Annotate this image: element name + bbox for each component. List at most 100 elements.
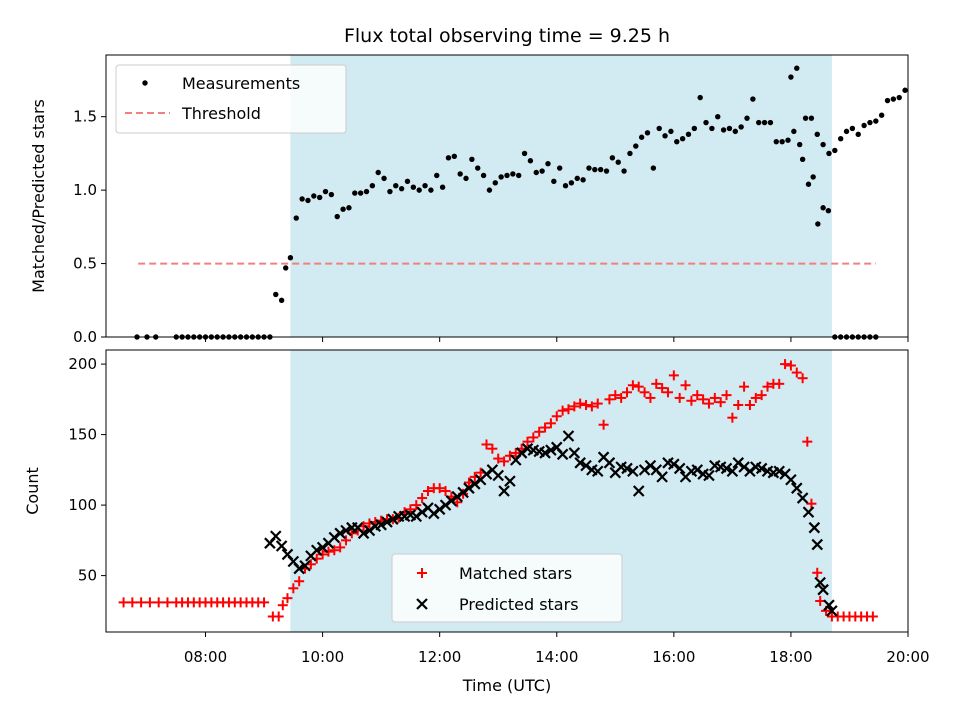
measurement-point — [398, 185, 405, 192]
measurement-point — [761, 119, 768, 126]
matched-star-point — [785, 360, 796, 371]
matched-star-point — [341, 535, 352, 546]
predicted-star-point — [316, 541, 329, 554]
matched-star-point — [662, 387, 673, 398]
bottom-x-ticks: 08:00 10:00 12:00 14:00 16:00 18:00 20:00 — [184, 632, 930, 666]
measurement-point — [843, 128, 850, 135]
matched-star-point — [569, 401, 580, 412]
measurement-point — [674, 138, 680, 145]
x-axis-label: Time (UTC) — [462, 676, 551, 695]
matched-star-point — [405, 504, 416, 515]
predicted-star-point — [826, 605, 838, 617]
predicted-star-point — [375, 519, 387, 531]
matched-star-point — [510, 447, 521, 458]
predicted-star-point — [299, 559, 311, 572]
matched-star-point — [118, 597, 129, 608]
matched-star-point — [434, 483, 445, 494]
predicted-star-point — [433, 503, 446, 516]
measurement-point — [352, 190, 358, 196]
y-tick-label: 100 — [68, 496, 97, 514]
measurement-point — [849, 125, 856, 132]
matched-star-point — [762, 381, 773, 392]
measurement-point — [720, 127, 727, 133]
measurement-point — [504, 172, 510, 179]
matched-star-point — [417, 493, 428, 504]
measurement-point — [808, 115, 815, 121]
y-tick-label: 0.0 — [73, 328, 97, 346]
predicted-star-point — [790, 482, 803, 494]
top-legend-box — [115, 64, 347, 134]
measurement-point — [773, 138, 779, 145]
matched-star-point — [136, 597, 147, 608]
measurement-point — [410, 184, 417, 190]
measurement-point — [416, 187, 422, 193]
bottom-legend-box — [391, 553, 623, 623]
matched-star-point — [616, 392, 627, 403]
matched-star-point — [780, 359, 791, 370]
measurement-point — [439, 184, 446, 190]
matched-star-point — [703, 398, 714, 409]
matched-star-point — [698, 394, 709, 405]
measurement-point — [545, 160, 551, 167]
measurement-point — [316, 194, 323, 201]
predicted-star-point — [515, 447, 528, 459]
measurement-point — [890, 96, 897, 102]
matched-star-point — [411, 500, 422, 511]
measurement-point — [820, 141, 826, 148]
measurement-point — [273, 291, 279, 298]
matched-star-point — [802, 436, 813, 447]
matched-star-point — [733, 399, 744, 410]
y-tick-label: 200 — [68, 355, 97, 373]
measurement-point — [621, 168, 627, 174]
x-tick-label: 16:00 — [652, 648, 695, 666]
predicted-star-point — [726, 465, 739, 478]
matched-star-point — [774, 378, 785, 389]
measurement-point — [597, 166, 604, 173]
predicted-legend-x — [416, 598, 428, 610]
matched-star-point — [586, 401, 597, 412]
top-y-axis-label: Matched/Predicted stars — [29, 99, 48, 293]
predicted-star-point — [381, 516, 393, 528]
y-tick-label: 150 — [68, 426, 97, 444]
measurement-point — [492, 180, 498, 186]
predicted-star-point — [357, 527, 370, 540]
matched-star-point — [668, 370, 679, 381]
matched-star-point — [528, 432, 539, 443]
top-x-ticks — [205, 337, 909, 342]
predicted-star-point — [638, 464, 651, 476]
matched-legend-plus — [417, 568, 427, 578]
measurement-point — [867, 119, 873, 126]
measurement-point — [539, 168, 545, 174]
matched-star-point — [277, 600, 288, 611]
measurement-point — [527, 158, 534, 164]
measurement-point — [603, 168, 610, 174]
predicted-star-point — [591, 465, 604, 478]
measurement-point — [785, 137, 791, 143]
predicted-star-point — [504, 475, 516, 487]
measurement-point — [805, 181, 812, 187]
predicted-star-point — [796, 492, 809, 504]
measurement-point — [346, 205, 352, 211]
predicted-star-point — [340, 524, 352, 537]
predicted-star-point — [738, 461, 750, 473]
measurement-point — [287, 254, 294, 261]
measurement-point — [311, 193, 317, 199]
measurement-point — [902, 87, 908, 93]
predicted-star-point — [562, 430, 575, 442]
predicted-stars-points — [264, 430, 838, 617]
measurement-point — [703, 119, 709, 126]
observing-window-shade-top — [290, 55, 832, 337]
measurement-point — [691, 125, 698, 132]
measurement-point — [375, 169, 381, 176]
matched-star-point — [739, 381, 750, 392]
measurements-legend-marker — [142, 80, 148, 86]
measurement-point — [878, 112, 885, 118]
matched-star-point — [575, 398, 586, 409]
measurement-point — [562, 183, 569, 189]
measurement-point — [815, 221, 821, 227]
predicted-star-point — [823, 599, 835, 611]
matched-star-point — [493, 453, 504, 464]
top-y-ticks: 0.0 0.5 1.0 1.5 — [73, 108, 106, 346]
top-legend: Measurements Threshold — [115, 64, 347, 134]
top-panel: 0.0 0.5 1.0 1.5 Flux total observing time =… — [29, 25, 909, 346]
